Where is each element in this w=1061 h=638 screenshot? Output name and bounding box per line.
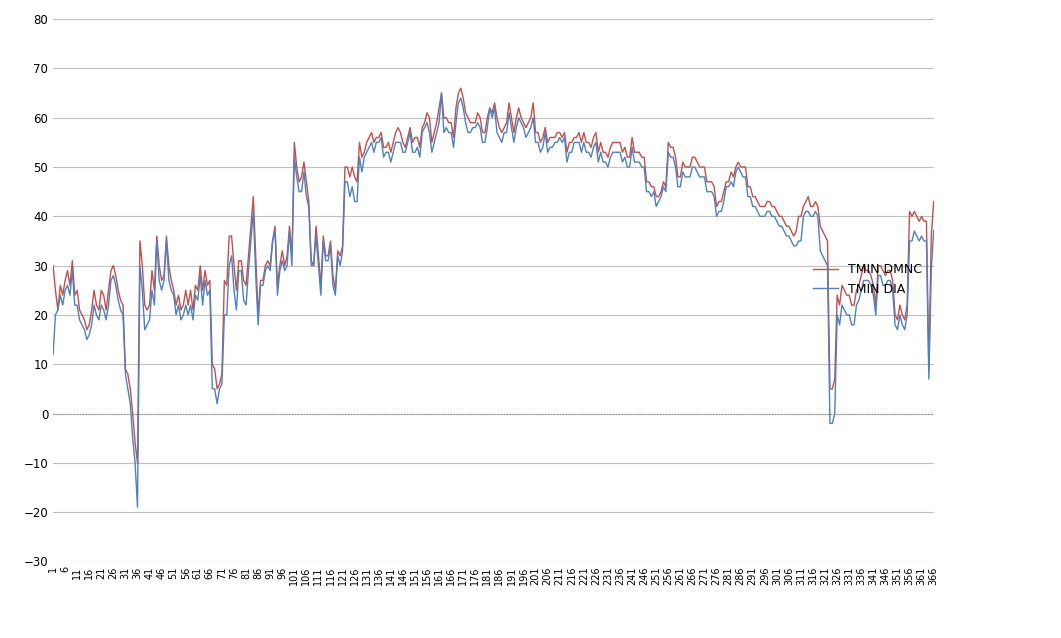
- TMIN DMNC: [88, 286, 101, 294]
- TMIN DMNC: [66, 257, 79, 265]
- Legend: TMIN DMNC, TMIN DIA: TMIN DMNC, TMIN DIA: [808, 258, 927, 300]
- TMIN DMNC: [812, 203, 824, 211]
- TMIN DIA: [66, 267, 79, 274]
- TMIN DIA: [88, 301, 101, 309]
- Line: TMIN DIA: TMIN DIA: [53, 93, 941, 522]
- TMIN DMNC: [935, 212, 947, 220]
- TMIN DIA: [47, 350, 59, 358]
- TMIN DIA: [344, 193, 356, 200]
- TMIN DMNC: [47, 262, 59, 269]
- TMIN DIA: [503, 109, 516, 117]
- TMIN DMNC: [435, 89, 448, 97]
- TMIN DMNC: [132, 459, 144, 466]
- TMIN DMNC: [505, 114, 518, 122]
- Line: TMIN DMNC: TMIN DMNC: [53, 88, 941, 463]
- TMIN DIA: [435, 89, 448, 97]
- TMIN DIA: [935, 518, 947, 526]
- TMIN DIA: [810, 207, 822, 215]
- TMIN DMNC: [454, 84, 467, 92]
- TMIN DIA: [433, 119, 446, 126]
- TMIN DMNC: [346, 163, 359, 171]
